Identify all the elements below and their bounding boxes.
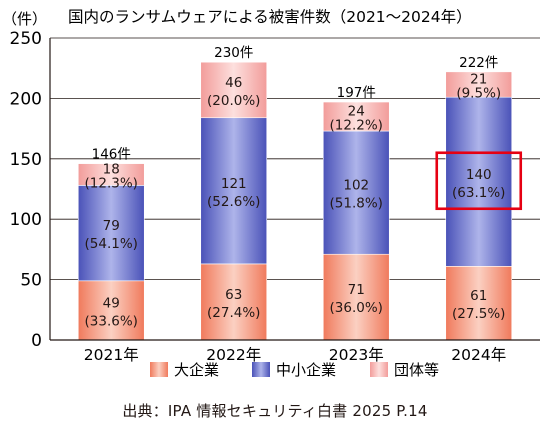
bar-segment-1-1 — [200, 117, 268, 265]
percent-label: (12.2%) — [330, 118, 383, 134]
x-tick-label: 2024年 — [451, 346, 506, 364]
value-label: 46 — [225, 75, 242, 91]
legend-swatch — [370, 362, 388, 377]
bar-segment-0-2 — [322, 253, 390, 341]
y-tick-label: 250 — [10, 29, 42, 49]
y-tick-label: 50 — [20, 271, 42, 291]
bar-segment-2-2 — [322, 101, 390, 132]
bar-segment-2-1 — [200, 61, 268, 119]
value-label: 61 — [470, 288, 487, 304]
legend-label: 中小企業 — [276, 361, 336, 379]
legend-swatch — [252, 362, 270, 377]
y-tick-label: 100 — [10, 210, 42, 230]
percent-label: (9.5%) — [456, 86, 501, 102]
legend-label: 大企業 — [174, 361, 219, 379]
chart-title: 国内のランサムウェアによる被害件数（2021〜2024年） — [68, 8, 472, 26]
x-tick-label: 2023年 — [329, 346, 384, 364]
bar-segment-2-0 — [77, 163, 145, 186]
x-tick-label: 2022年 — [206, 346, 261, 364]
percent-label: (27.4%) — [207, 305, 260, 321]
percent-label: (12.3%) — [85, 176, 138, 192]
value-label: 18 — [103, 162, 120, 178]
value-label: 79 — [103, 218, 120, 234]
legend-swatch — [150, 362, 168, 377]
ransomware-damage-chart: 国内のランサムウェアによる被害件数（2021〜2024年） （件） 49 (33.… — [2, 8, 540, 379]
y-tick-label: 150 — [10, 150, 42, 170]
bar-segment-1-3 — [445, 96, 513, 267]
value-label: 49 — [103, 295, 120, 311]
value-label: 140 — [466, 167, 492, 183]
percent-label: (52.6%) — [207, 194, 260, 210]
percent-label: (54.1%) — [85, 236, 138, 252]
percent-label: (20.0%) — [207, 93, 260, 109]
value-label: 24 — [348, 104, 365, 120]
value-label: 21 — [470, 72, 487, 88]
value-label: 121 — [221, 176, 247, 192]
total-label: 197件 — [337, 85, 376, 101]
bar-segment-2-3 — [445, 71, 513, 98]
y-tick-label: 0 — [31, 331, 42, 351]
total-label: 146件 — [92, 147, 131, 163]
bar-segment-1-0 — [77, 185, 145, 282]
bar-segment-0-1 — [200, 263, 268, 341]
highlight-box — [435, 151, 523, 211]
value-label: 71 — [348, 282, 365, 298]
y-tick-label: 200 — [10, 89, 42, 109]
legend-label: 団体等 — [394, 361, 439, 379]
percent-label: (63.1%) — [452, 185, 505, 201]
value-label: 102 — [343, 178, 369, 194]
total-label: 222件 — [459, 55, 498, 71]
source-note: 出典：IPA 情報セキュリティ白書 2025 P.14 — [122, 402, 428, 420]
percent-label: (36.0%) — [330, 300, 383, 316]
value-label: 63 — [225, 287, 242, 303]
total-label: 230件 — [214, 45, 253, 61]
percent-label: (33.6%) — [85, 313, 138, 329]
percent-label: (27.5%) — [452, 306, 505, 322]
percent-label: (51.8%) — [330, 196, 383, 212]
y-axis-label: （件） — [2, 10, 47, 28]
bar-segment-0-0 — [77, 280, 145, 341]
x-tick-label: 2021年 — [84, 346, 139, 364]
